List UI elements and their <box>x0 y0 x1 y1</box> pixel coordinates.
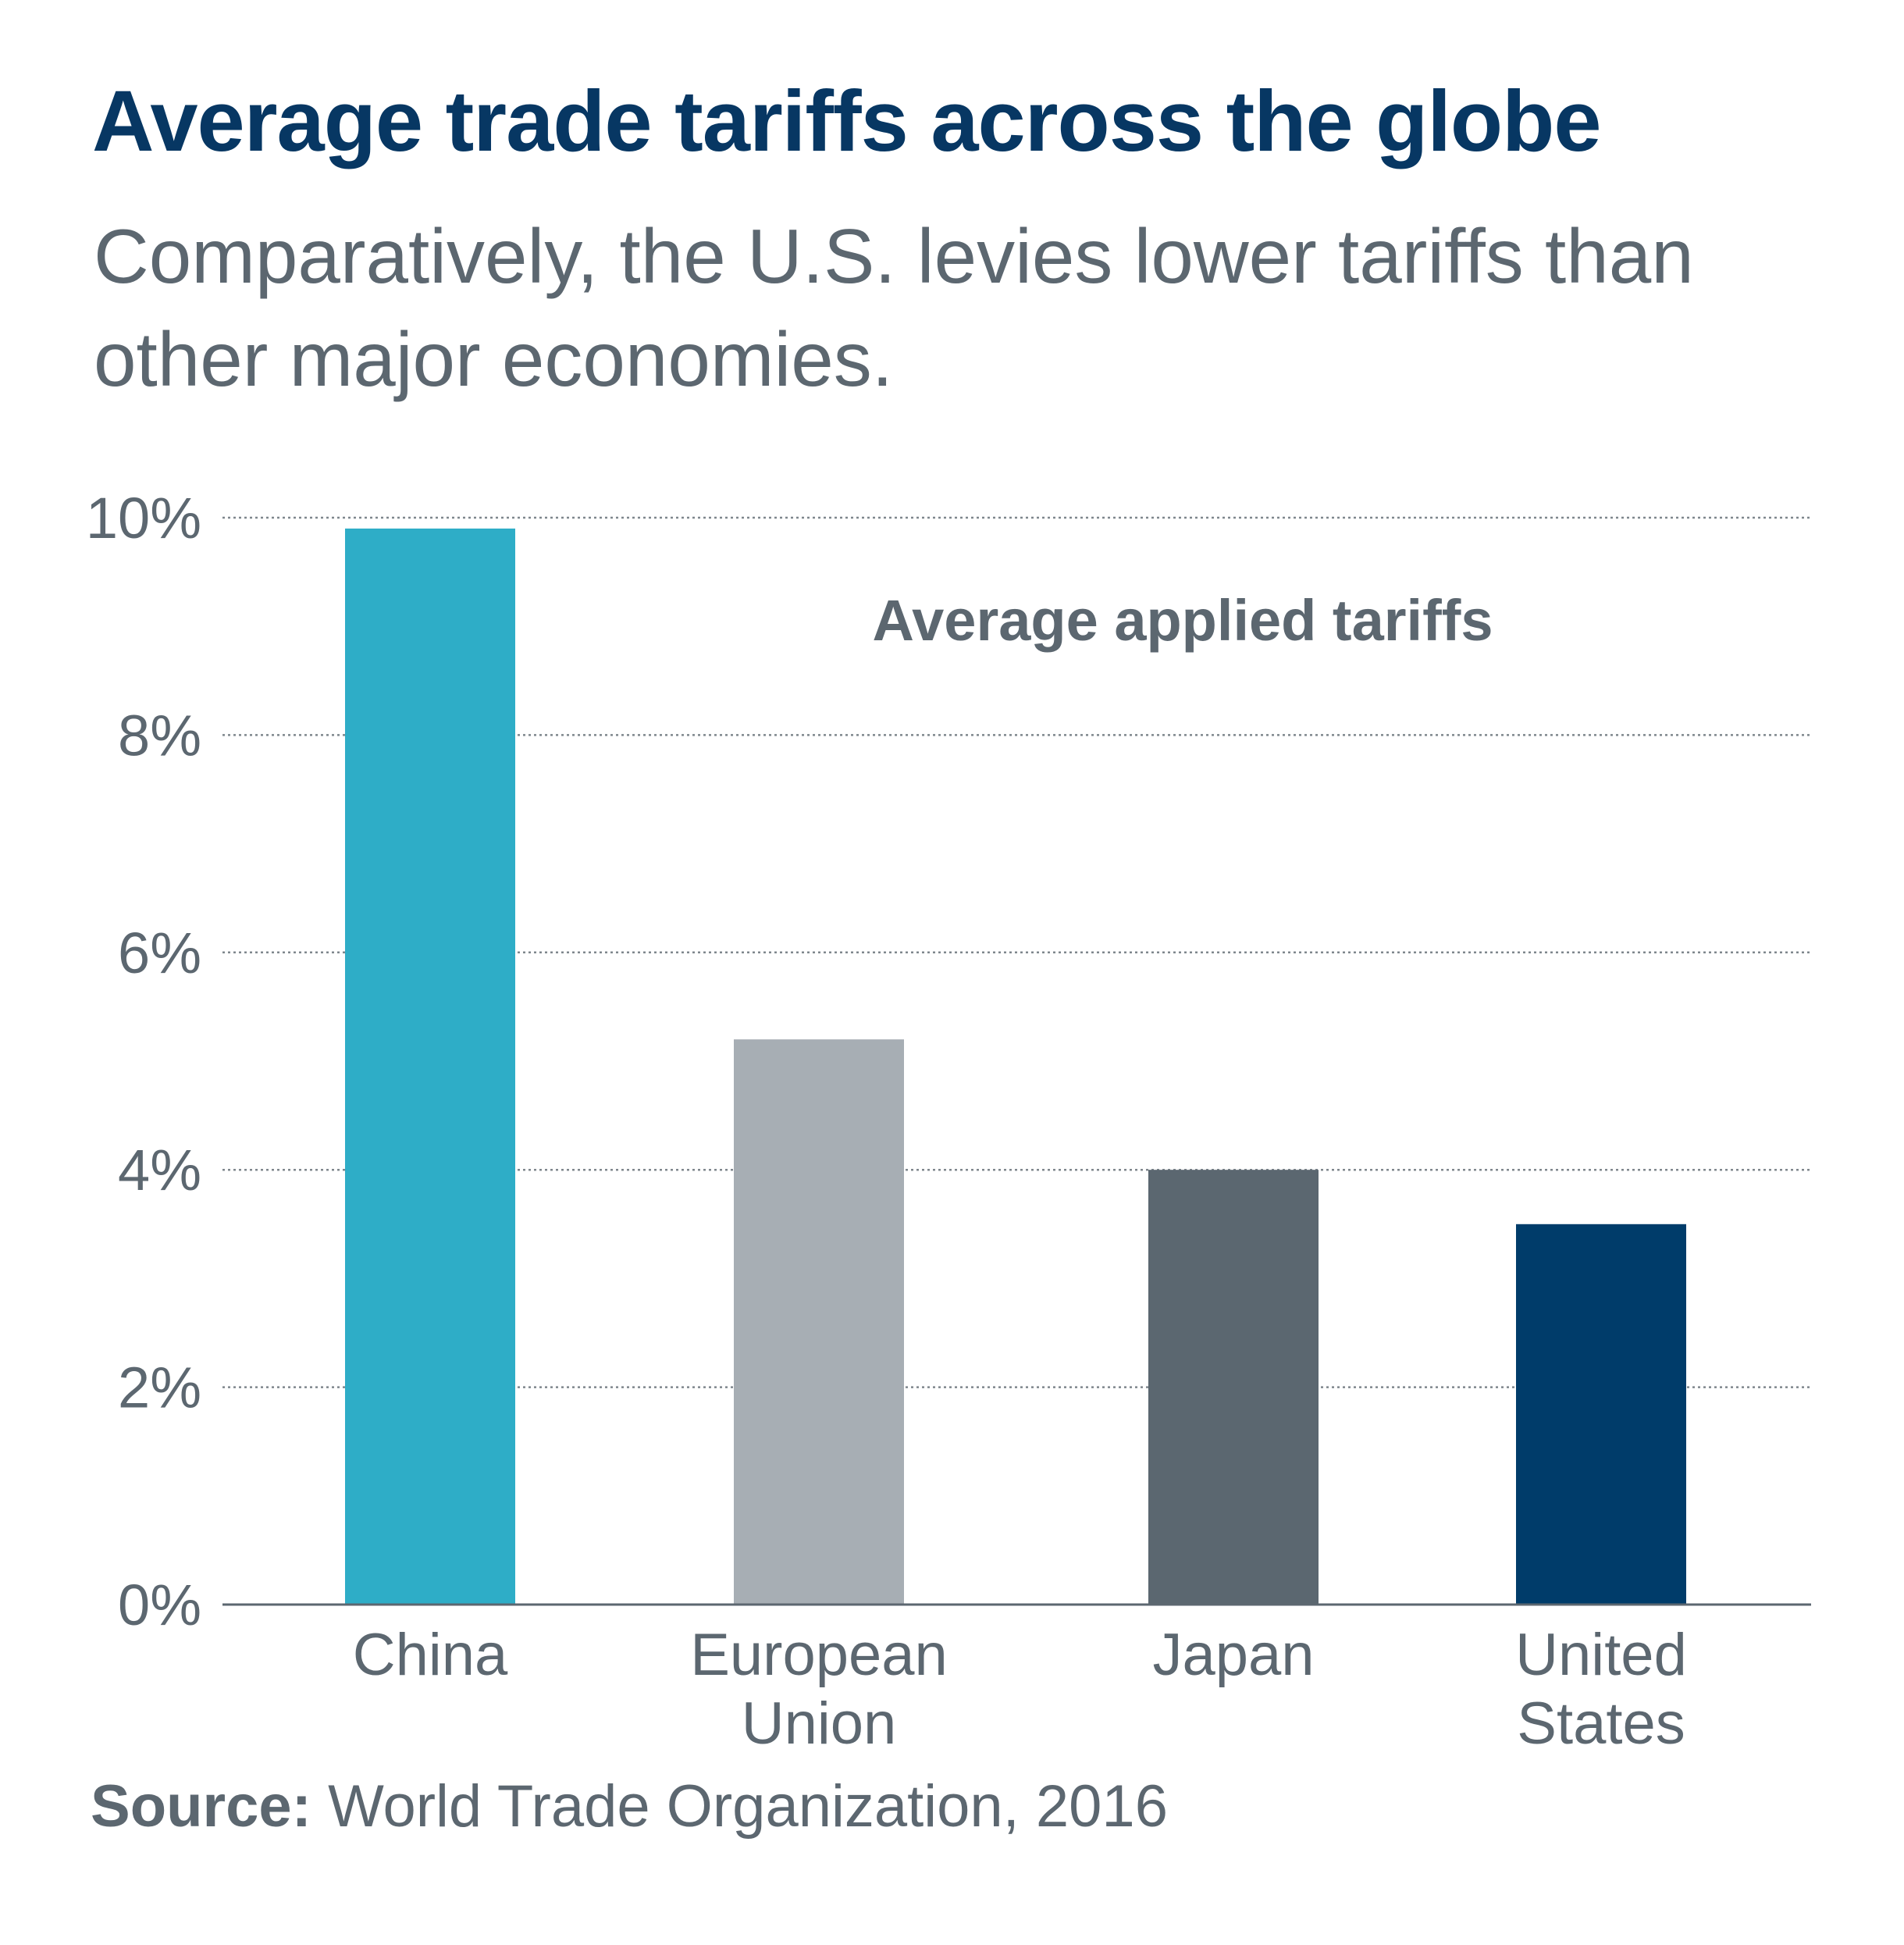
x-axis-labels: China European Union Japan United States <box>353 1622 1687 1757</box>
y-tick-label: 2% <box>118 1355 201 1420</box>
x-tick-label: China <box>353 1622 508 1688</box>
y-tick-label: 8% <box>118 703 201 768</box>
source-text: World Trade Organization, 2016 <box>328 1773 1168 1840</box>
y-tick-label: 10% <box>86 486 201 550</box>
y-tick-label: 4% <box>118 1138 201 1202</box>
series-annotation: Average applied tariffs <box>872 588 1493 653</box>
x-tick-label: Japan <box>1152 1622 1314 1688</box>
bar <box>734 1039 904 1605</box>
chart-subtitle: Comparatively, the U.S. levies lower tar… <box>94 213 1694 402</box>
bars <box>345 528 1686 1605</box>
x-tick-label: United States <box>1515 1622 1687 1757</box>
y-axis-ticks: 0% 2% 4% 6% 8% 10% <box>86 486 201 1637</box>
chart-title: Average trade tariffs across the globe <box>92 73 1601 169</box>
x-tick-label: European Union <box>690 1622 948 1757</box>
y-tick-label: 0% <box>118 1573 201 1637</box>
bar <box>1516 1224 1686 1605</box>
source-note: Source: World Trade Organization, 2016 <box>91 1772 1168 1840</box>
bar-chart: 0% 2% 4% 6% 8% 10% China European Union Japan Uni… <box>86 486 1811 1757</box>
y-tick-label: 6% <box>118 921 201 985</box>
bar <box>345 528 515 1605</box>
bar <box>1148 1170 1319 1605</box>
source-label: Source: <box>91 1773 311 1840</box>
